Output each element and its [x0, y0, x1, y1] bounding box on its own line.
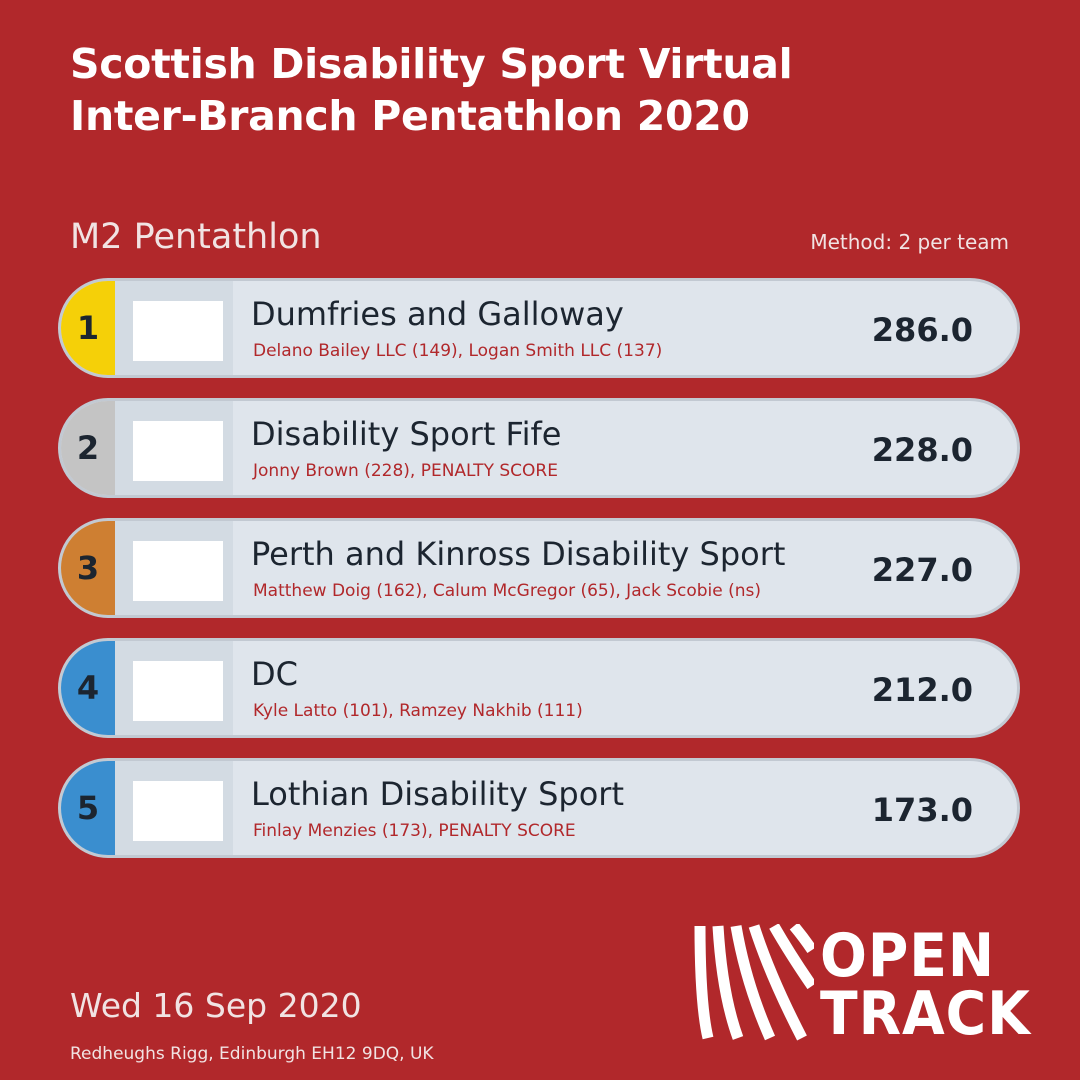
- rank-badge: 1: [61, 281, 115, 375]
- page-title: Scottish Disability Sport Virtual Inter-B…: [70, 38, 793, 142]
- opentrack-logo-icon: [694, 924, 814, 1041]
- result-row-4: 4 DC Kyle Latto (101), Ramzey Nakhib (11…: [58, 638, 1020, 738]
- team-members: Matthew Doig (162), Calum McGregor (65),…: [253, 581, 762, 601]
- team-logo-placeholder: [133, 781, 223, 841]
- team-logo-placeholder: [133, 301, 223, 361]
- result-row-5: 5 Lothian Disability Sport Finlay Menzie…: [58, 758, 1020, 858]
- result-row-1: 1 Dumfries and Galloway Delano Bailey LL…: [58, 278, 1020, 378]
- team-score: 227.0: [871, 551, 973, 589]
- rank-badge: 4: [61, 641, 115, 735]
- team-score: 286.0: [871, 311, 973, 349]
- team-score: 212.0: [871, 671, 973, 709]
- event-name: M2 Pentathlon: [70, 217, 322, 257]
- event-date: Wed 16 Sep 2020: [70, 986, 362, 1025]
- rank-badge: 2: [61, 401, 115, 495]
- result-row-2: 2 Disability Sport Fife Jonny Brown (228…: [58, 398, 1020, 498]
- team-name: Lothian Disability Sport: [251, 775, 624, 813]
- results-list: 1 Dumfries and Galloway Delano Bailey LL…: [58, 278, 1020, 878]
- brand-line-1: OPEN: [820, 921, 995, 991]
- rank-badge: 3: [61, 521, 115, 615]
- team-logo-placeholder: [133, 421, 223, 481]
- event-venue: Redheughs Rigg, Edinburgh EH12 9DQ, UK: [70, 1044, 434, 1064]
- team-logo-placeholder: [133, 661, 223, 721]
- team-name: Disability Sport Fife: [251, 415, 562, 453]
- team-logo-placeholder: [133, 541, 223, 601]
- title-line-2: Inter-Branch Pentathlon 2020: [70, 92, 750, 140]
- scoring-method: Method: 2 per team: [810, 230, 1009, 254]
- brand-line-2: TRACK: [820, 979, 1031, 1049]
- team-members: Delano Bailey LLC (149), Logan Smith LLC…: [253, 341, 663, 361]
- team-members: Finlay Menzies (173), PENALTY SCORE: [253, 821, 576, 841]
- team-score: 228.0: [871, 431, 973, 469]
- opentrack-brand: OPEN TRACK: [694, 924, 1044, 1044]
- team-members: Jonny Brown (228), PENALTY SCORE: [253, 461, 558, 481]
- result-row-3: 3 Perth and Kinross Disability Sport Mat…: [58, 518, 1020, 618]
- team-members: Kyle Latto (101), Ramzey Nakhib (111): [253, 701, 583, 721]
- team-name: DC: [251, 655, 298, 693]
- team-score: 173.0: [871, 791, 973, 829]
- title-line-1: Scottish Disability Sport Virtual: [70, 40, 793, 88]
- team-name: Dumfries and Galloway: [251, 295, 624, 333]
- rank-badge: 5: [61, 761, 115, 855]
- team-name: Perth and Kinross Disability Sport: [251, 535, 786, 573]
